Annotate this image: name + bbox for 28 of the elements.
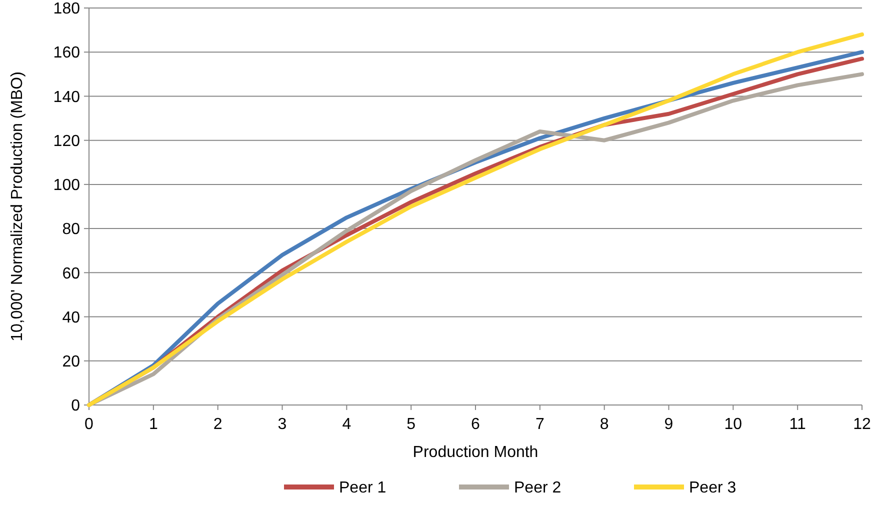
x-tick-label: 5 xyxy=(406,416,416,433)
legend-label: Peer 3 xyxy=(689,480,736,497)
x-tick-label: 4 xyxy=(342,416,352,433)
y-axis-title: 10,000' Normalized Production (MBO) xyxy=(9,72,26,342)
legend-label: Peer 2 xyxy=(514,480,562,497)
y-tick-label: 160 xyxy=(53,44,80,62)
y-tick-label: 60 xyxy=(62,265,80,282)
x-tick-label: 6 xyxy=(471,416,480,433)
y-tick-label: 140 xyxy=(53,88,80,106)
x-tick-label: 1 xyxy=(148,416,158,433)
y-tick-label: 20 xyxy=(62,353,80,370)
x-tick-label: 3 xyxy=(278,416,287,433)
x-tick-label: 8 xyxy=(600,416,609,433)
x-tick-label: 0 xyxy=(84,416,94,433)
x-tick-label: 10 xyxy=(724,416,742,433)
legend-label: Peer 1 xyxy=(339,480,386,497)
y-tick-label: 0 xyxy=(71,398,80,415)
y-tick-label: 80 xyxy=(62,221,80,238)
y-tick-label: 40 xyxy=(62,309,80,326)
y-tick-label: 120 xyxy=(53,132,80,150)
x-tick-label: 11 xyxy=(789,416,806,433)
x-tick-label: 2 xyxy=(213,416,222,433)
y-tick-label: 180 xyxy=(53,0,80,18)
x-axis-title: Production Month xyxy=(412,444,538,461)
x-tick-label: 12 xyxy=(853,416,871,433)
x-tick-label: 7 xyxy=(535,416,544,433)
y-tick-label: 100 xyxy=(53,177,80,194)
x-tick-label: 9 xyxy=(664,416,674,433)
